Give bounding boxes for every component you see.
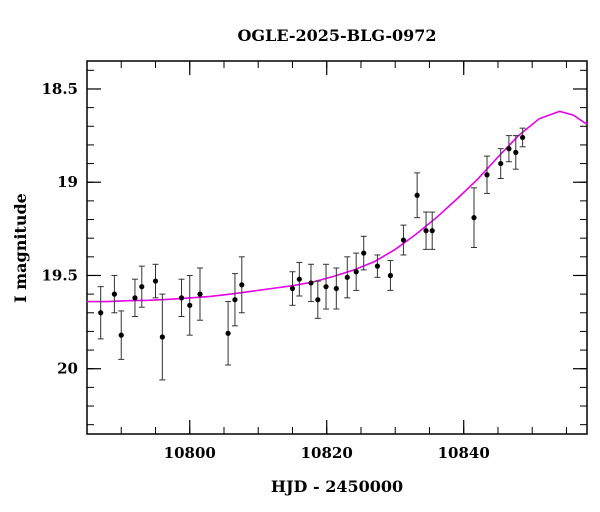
data-point bbox=[187, 302, 193, 308]
data-point bbox=[289, 285, 296, 292]
plot-frame bbox=[86, 60, 588, 435]
data-point bbox=[506, 146, 512, 152]
data-point bbox=[387, 272, 394, 279]
data-point bbox=[414, 192, 420, 198]
data-point bbox=[315, 297, 321, 303]
data-point bbox=[232, 297, 238, 303]
x-tick-label: 10840 bbox=[438, 444, 490, 462]
data-point bbox=[239, 282, 245, 288]
chart-title: OGLE-2025-BLG-0972 bbox=[237, 26, 436, 45]
data-point bbox=[197, 291, 203, 297]
model-curve bbox=[87, 110, 588, 303]
data-point bbox=[400, 237, 407, 243]
data-point bbox=[296, 276, 302, 282]
x-tick-label: 10820 bbox=[301, 444, 353, 462]
y-tick-label: 19 bbox=[57, 173, 78, 191]
data-point bbox=[423, 228, 429, 234]
plot-area: 10800 10820 10840 18.5 19 19.5 20 bbox=[41, 60, 588, 462]
y-tick-label: 18.5 bbox=[41, 80, 78, 98]
data-point bbox=[520, 134, 526, 141]
data-point bbox=[344, 274, 350, 280]
data-point bbox=[111, 291, 117, 297]
data-point bbox=[374, 263, 381, 269]
data-point bbox=[361, 250, 367, 256]
data-point bbox=[333, 285, 339, 292]
data-point bbox=[308, 280, 314, 286]
data-point bbox=[498, 160, 504, 167]
data-point bbox=[152, 278, 159, 284]
data-point bbox=[118, 332, 124, 338]
data-point bbox=[484, 172, 490, 178]
data-point bbox=[225, 330, 231, 336]
data-point bbox=[178, 295, 185, 301]
data-point bbox=[98, 310, 104, 316]
data-point bbox=[323, 284, 329, 290]
minor-ticks bbox=[86, 61, 587, 434]
data-point bbox=[159, 334, 165, 340]
x-tick-labels: 10800 10820 10840 bbox=[164, 444, 490, 462]
data-point bbox=[132, 295, 138, 301]
data-point bbox=[353, 269, 359, 275]
y-tick-labels: 18.5 19 19.5 20 bbox=[41, 80, 78, 378]
data-point bbox=[429, 228, 435, 234]
data-points bbox=[98, 134, 526, 340]
y-tick-label: 20 bbox=[57, 360, 78, 378]
x-tick-label: 10800 bbox=[164, 444, 216, 462]
data-point bbox=[513, 149, 519, 155]
error-bars bbox=[97, 127, 526, 381]
y-tick-label: 19.5 bbox=[41, 266, 78, 284]
data-point bbox=[139, 284, 145, 290]
data-point bbox=[471, 215, 477, 221]
y-axis-label: I magnitude bbox=[11, 193, 30, 303]
x-axis-label: HJD - 2450000 bbox=[271, 477, 403, 496]
major-ticks bbox=[87, 61, 587, 434]
